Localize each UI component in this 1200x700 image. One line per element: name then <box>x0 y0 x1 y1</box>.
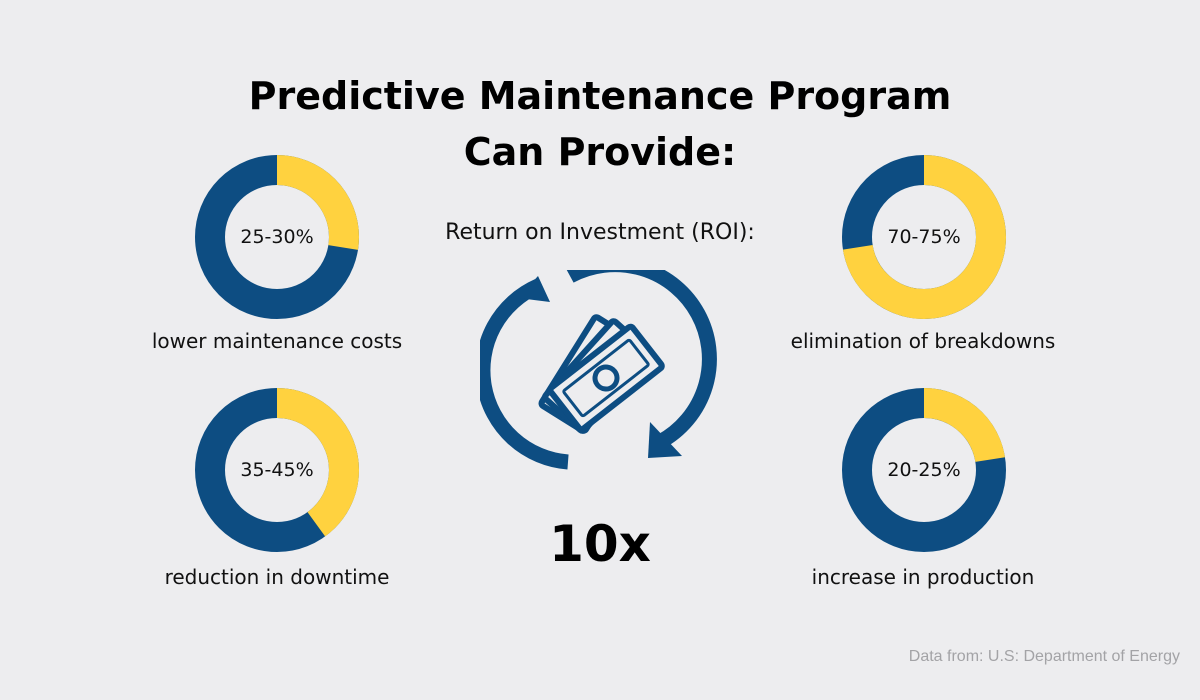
donut-caption: elimination of breakdowns <box>790 329 1056 353</box>
title-line-1: Predictive Maintenance Program <box>248 74 952 118</box>
donut-svg <box>842 388 1006 552</box>
roi-label: Return on Investment (ROI): <box>445 220 755 245</box>
donut-value-label: 25-30% <box>240 226 314 248</box>
banknotes <box>538 314 665 434</box>
cycle-arrowhead-right <box>648 422 682 458</box>
donut-svg <box>195 388 359 552</box>
page-title: Predictive Maintenance Program Can Provi… <box>0 68 1200 180</box>
donut-arc <box>195 388 359 552</box>
donut-svg <box>842 155 1006 319</box>
donut-chart-downtime: 35-45% <box>195 388 359 552</box>
roi-value: 10x <box>549 515 651 573</box>
donut-value-label: 70-75% <box>887 226 961 248</box>
money-cycle-icon <box>475 257 720 480</box>
donut-caption: reduction in downtime <box>164 565 390 589</box>
title-line-2: Can Provide: <box>463 130 737 174</box>
cycle-arrowhead-left <box>518 276 550 302</box>
source-note: Data from: U.S: Department of Energy <box>908 648 1180 665</box>
donut-svg <box>195 155 359 319</box>
donut-value-label: 20-25% <box>887 459 961 481</box>
donut-caption: lower maintenance costs <box>151 329 403 353</box>
donut-arc <box>842 155 1006 319</box>
donut-value-label: 35-45% <box>240 459 314 481</box>
donut-caption: increase in production <box>811 565 1035 589</box>
donut-chart-breakdowns: 70-75% <box>842 155 1006 319</box>
donut-arc <box>195 155 359 319</box>
donut-chart-maintenance-costs: 25-30% <box>195 155 359 319</box>
donut-chart-production: 20-25% <box>842 388 1006 552</box>
cycle-arrow-left <box>475 279 569 470</box>
money-cycle-svg <box>475 257 717 470</box>
donut-arc <box>842 388 1006 552</box>
